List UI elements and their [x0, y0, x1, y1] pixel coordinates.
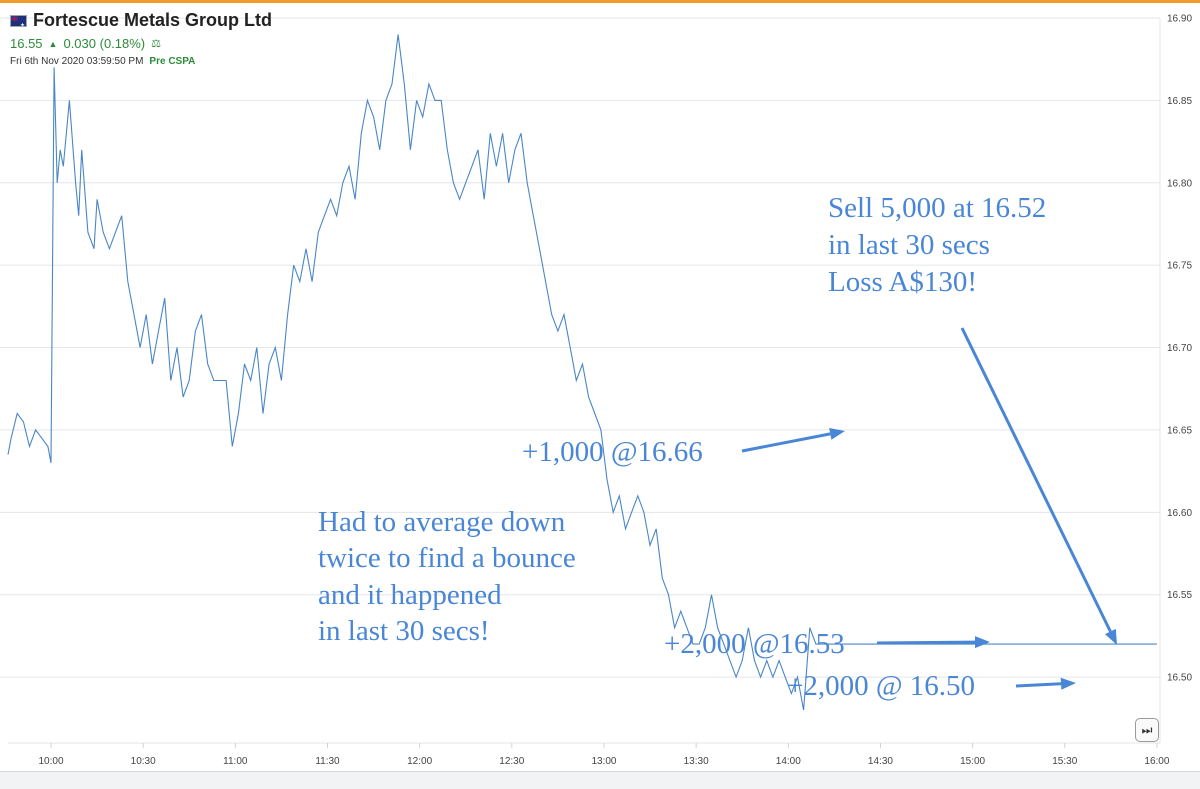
- y-axis: 16.50 16.55 16.60 16.65 16.70 16.75 16.80 16.85…: [1167, 14, 1192, 684]
- sell-annotation: Sell 5,000 at 16.52 in last 30 secs Loss…: [828, 190, 1046, 301]
- x-axis: 10:00 10:30 11:00 11:30 12:00 12:30 13:00 13:30…: [38, 743, 1170, 767]
- buy-annotation-3: +2,000 @ 16.50: [787, 670, 976, 702]
- x-tick-label: 14:30: [868, 756, 893, 767]
- y-tick-label: 16.75: [1167, 261, 1192, 272]
- buy1-arrow: [741, 427, 845, 453]
- x-tick-label: 12:00: [407, 756, 432, 767]
- comment-line-3: and it happened: [318, 578, 502, 611]
- y-tick-label: 16.60: [1167, 508, 1192, 519]
- y-tick-label: 16.70: [1167, 343, 1192, 354]
- sell-arrow: [960, 327, 1117, 645]
- x-tick-label: 13:30: [684, 756, 709, 767]
- top-accent-line: [0, 0, 1200, 3]
- company-name: Fortescue Metals Group Ltd: [33, 10, 273, 30]
- chart-grid: [0, 17, 1161, 744]
- x-tick-label: 11:30: [315, 756, 340, 767]
- price-change: 0.030 (0.18%): [63, 36, 146, 51]
- buy-annotation-2: +2,000 @16.53: [664, 628, 845, 660]
- x-tick-label: 15:00: [960, 756, 985, 767]
- y-tick-label: 16.85: [1167, 96, 1192, 107]
- price-line: [7, 34, 1157, 711]
- range-navigator[interactable]: [0, 771, 1200, 789]
- sell-line-2: in last 30 secs: [828, 229, 990, 262]
- chart-header: Fortescue Metals Group Ltd 16.55 ▲ 0.030…: [10, 10, 272, 67]
- x-tick-label: 11:00: [223, 756, 248, 767]
- sell-line-3: Loss A$130!: [828, 266, 978, 299]
- sell-line-1: Sell 5,000 at 16.52: [828, 192, 1047, 224]
- auction-gavel-icon: ⚖: [151, 38, 162, 50]
- last-price: 16.55: [10, 36, 43, 51]
- x-tick-label: 10:30: [131, 756, 156, 767]
- comment-annotation: Had to average down twice to find a boun…: [318, 504, 576, 649]
- australia-flag-icon: [10, 14, 27, 27]
- y-tick-label: 16.50: [1167, 673, 1192, 684]
- x-tick-label: 13:00: [591, 756, 616, 767]
- buy2-arrow: [876, 636, 990, 649]
- x-tick-label: 16:00: [1144, 756, 1169, 767]
- y-tick-label: 16.80: [1167, 178, 1192, 189]
- buy3-arrow: [1015, 677, 1076, 690]
- x-tick-label: 14:00: [776, 756, 801, 767]
- x-tick-label: 12:30: [499, 756, 524, 767]
- fast-forward-button[interactable]: ⏭: [1135, 718, 1159, 742]
- x-tick-label: 15:30: [1052, 756, 1077, 767]
- y-tick-label: 16.55: [1167, 590, 1192, 601]
- session-status: Pre CSPA: [149, 56, 196, 67]
- y-tick-label: 16.65: [1167, 425, 1192, 436]
- x-tick-label: 10:00: [38, 756, 63, 767]
- annotation-arrows: [741, 327, 1117, 690]
- quote-datetime: Fri 6th Nov 2020 03:59:50 PM: [10, 56, 144, 67]
- comment-line-1: Had to average down: [318, 506, 566, 538]
- up-arrow-icon: ▲: [48, 38, 58, 49]
- y-tick-label: 16.90: [1167, 14, 1192, 25]
- comment-line-4: in last 30 secs!: [318, 614, 490, 647]
- buy-annotation-1: +1,000 @16.66: [522, 436, 703, 468]
- comment-line-2: twice to find a bounce: [318, 542, 576, 575]
